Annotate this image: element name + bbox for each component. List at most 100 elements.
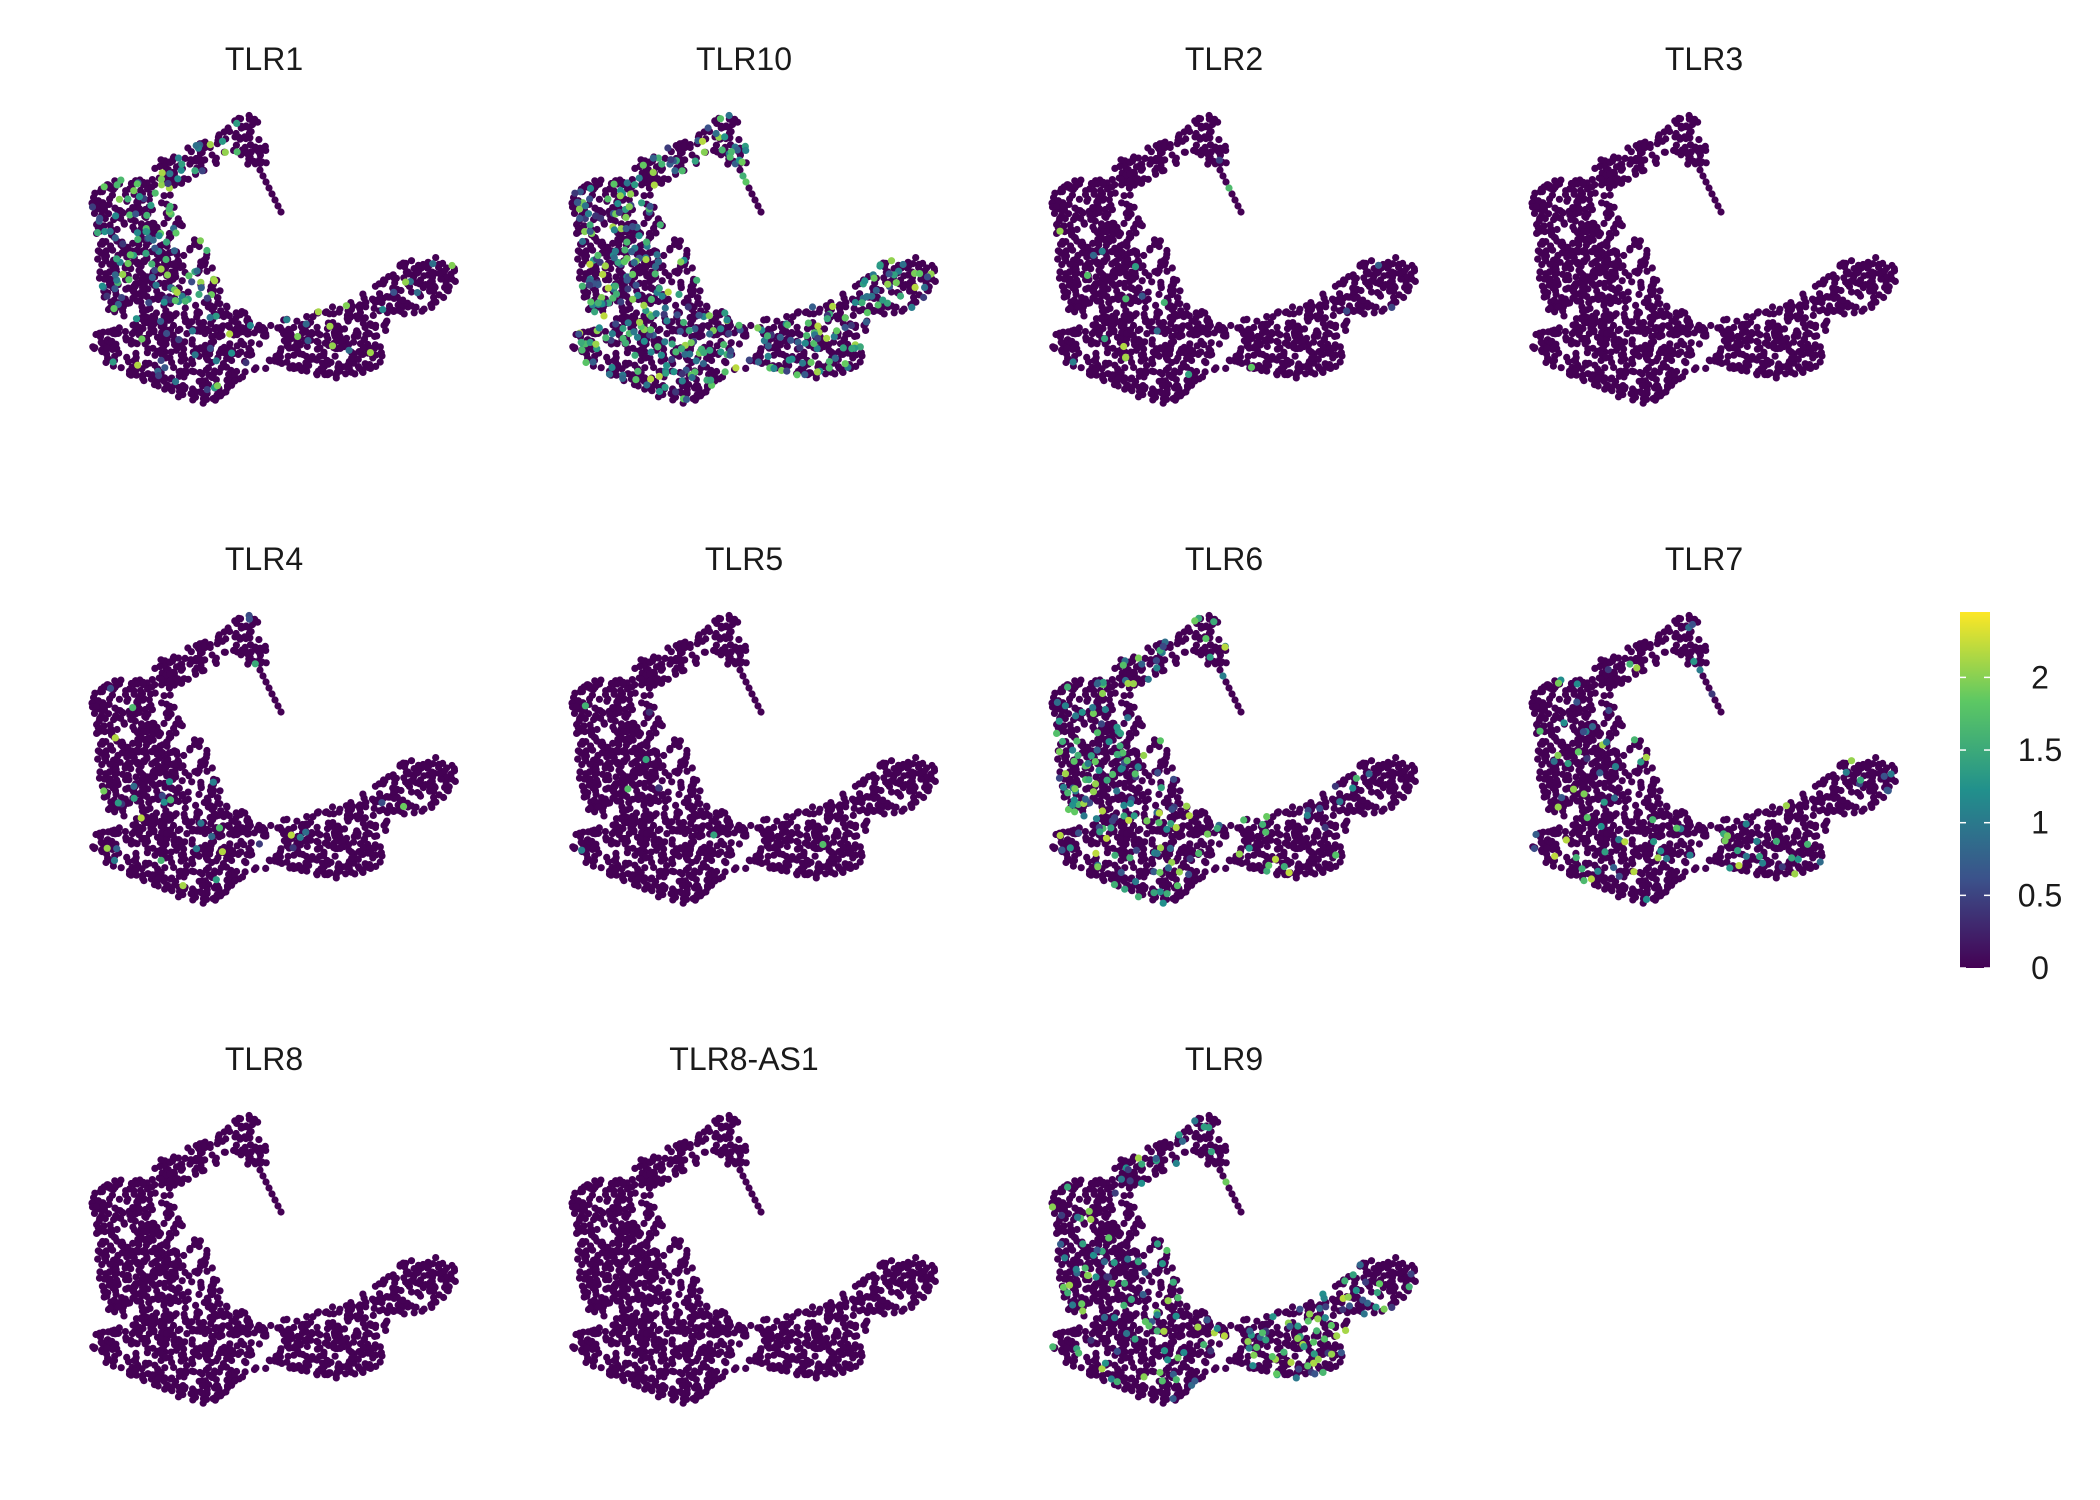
cell-point bbox=[1128, 358, 1136, 366]
cell-point-expressed bbox=[673, 311, 681, 319]
cell-point bbox=[1157, 284, 1165, 292]
cell-point bbox=[632, 309, 641, 317]
cell-point bbox=[170, 260, 178, 268]
cell-point bbox=[1198, 373, 1207, 381]
cell-point bbox=[1126, 170, 1134, 178]
cell-point-expressed bbox=[646, 326, 655, 334]
cell-point bbox=[1357, 286, 1365, 295]
cell-point-expressed bbox=[608, 363, 616, 372]
cell-point bbox=[211, 157, 219, 165]
cell-point-expressed bbox=[611, 282, 620, 290]
cell-point bbox=[1265, 361, 1273, 369]
cell-point bbox=[208, 332, 216, 341]
cell-point bbox=[1364, 280, 1372, 288]
cell-point bbox=[1102, 210, 1110, 219]
cell-point-expressed bbox=[629, 270, 637, 278]
cell-point bbox=[1093, 180, 1101, 188]
cell-point-expressed bbox=[1056, 227, 1064, 235]
cell-point bbox=[1152, 301, 1160, 309]
cell-point-expressed bbox=[581, 202, 590, 210]
cell-point bbox=[642, 353, 650, 361]
cell-point bbox=[1204, 319, 1212, 327]
cell-point bbox=[266, 357, 274, 365]
cell-point bbox=[1257, 322, 1265, 330]
cell-point bbox=[1095, 205, 1103, 213]
cell-point bbox=[141, 319, 149, 327]
cell-point bbox=[1126, 158, 1134, 167]
cell-point bbox=[1314, 332, 1322, 340]
cell-point bbox=[226, 127, 234, 136]
cell-point bbox=[1635, 290, 1643, 298]
cell-point-expressed bbox=[908, 303, 916, 311]
cell-point bbox=[1274, 308, 1282, 316]
cell-point-expressed bbox=[147, 201, 155, 209]
cell-point-expressed bbox=[111, 285, 119, 293]
panel-title: TLR1 bbox=[225, 41, 303, 77]
cell-point bbox=[1203, 149, 1211, 157]
cell-point bbox=[126, 367, 134, 375]
cell-point bbox=[1325, 330, 1333, 338]
cell-point-expressed bbox=[623, 276, 631, 284]
cell-point bbox=[1054, 247, 1062, 255]
cell-point-expressed bbox=[148, 260, 156, 268]
cell-point bbox=[595, 195, 604, 203]
cell-point bbox=[1401, 266, 1409, 275]
cell-point bbox=[1093, 229, 1102, 237]
cell-point bbox=[233, 324, 241, 332]
cell-point bbox=[1143, 330, 1151, 338]
cell-point bbox=[1232, 352, 1240, 360]
cell-point-expressed bbox=[134, 235, 142, 243]
cell-point-expressed bbox=[699, 360, 708, 368]
cell-point bbox=[1136, 336, 1144, 345]
cell-point-expressed bbox=[617, 298, 625, 306]
cell-point bbox=[1373, 269, 1381, 277]
cell-point bbox=[383, 293, 391, 301]
cell-point-expressed bbox=[647, 375, 655, 383]
cell-point bbox=[1302, 363, 1310, 371]
cell-point-expressed bbox=[585, 281, 594, 289]
cell-point bbox=[129, 204, 137, 212]
cell-point-expressed bbox=[823, 315, 831, 323]
cell-point-expressed bbox=[721, 309, 729, 317]
cell-point bbox=[1072, 340, 1080, 348]
cell-point-expressed bbox=[196, 237, 204, 245]
cell-point bbox=[247, 339, 255, 347]
cell-point bbox=[1164, 364, 1172, 372]
cell-point bbox=[187, 156, 195, 164]
cell-point-expressed bbox=[1160, 298, 1168, 307]
cell-point-expressed bbox=[595, 324, 603, 332]
cell-point-expressed bbox=[172, 229, 180, 237]
cell-point bbox=[1141, 304, 1149, 312]
cell-point bbox=[840, 336, 848, 344]
cell-point bbox=[1286, 369, 1294, 377]
cell-point bbox=[97, 338, 105, 346]
cell-point-expressed bbox=[655, 284, 663, 292]
cell-point-expressed bbox=[612, 290, 621, 298]
cell-point bbox=[1127, 348, 1135, 356]
cell-point bbox=[410, 309, 418, 317]
cell-point bbox=[151, 351, 159, 359]
cell-point bbox=[1116, 335, 1124, 343]
cell-point bbox=[181, 304, 189, 312]
panel-title: TLR10 bbox=[696, 41, 792, 77]
cell-point-expressed bbox=[662, 369, 670, 377]
cell-point-expressed bbox=[721, 368, 729, 376]
cell-point bbox=[616, 268, 625, 276]
cell-point bbox=[204, 364, 212, 372]
cell-point bbox=[1222, 364, 1230, 372]
cell-point-expressed bbox=[727, 148, 736, 156]
cell-point-expressed bbox=[612, 320, 620, 328]
cell-point-expressed bbox=[103, 292, 111, 300]
cell-point bbox=[331, 352, 339, 360]
cell-point bbox=[1062, 358, 1070, 367]
cell-point bbox=[576, 268, 584, 276]
cell-point bbox=[1215, 136, 1223, 144]
cell-point bbox=[359, 344, 367, 352]
cell-point-expressed bbox=[586, 227, 594, 235]
cell-point bbox=[98, 261, 106, 269]
cell-point-expressed bbox=[576, 214, 584, 222]
cell-point-expressed bbox=[695, 311, 703, 319]
cell-point bbox=[849, 311, 857, 319]
cell-point bbox=[1326, 320, 1334, 328]
cell-point bbox=[704, 322, 712, 330]
